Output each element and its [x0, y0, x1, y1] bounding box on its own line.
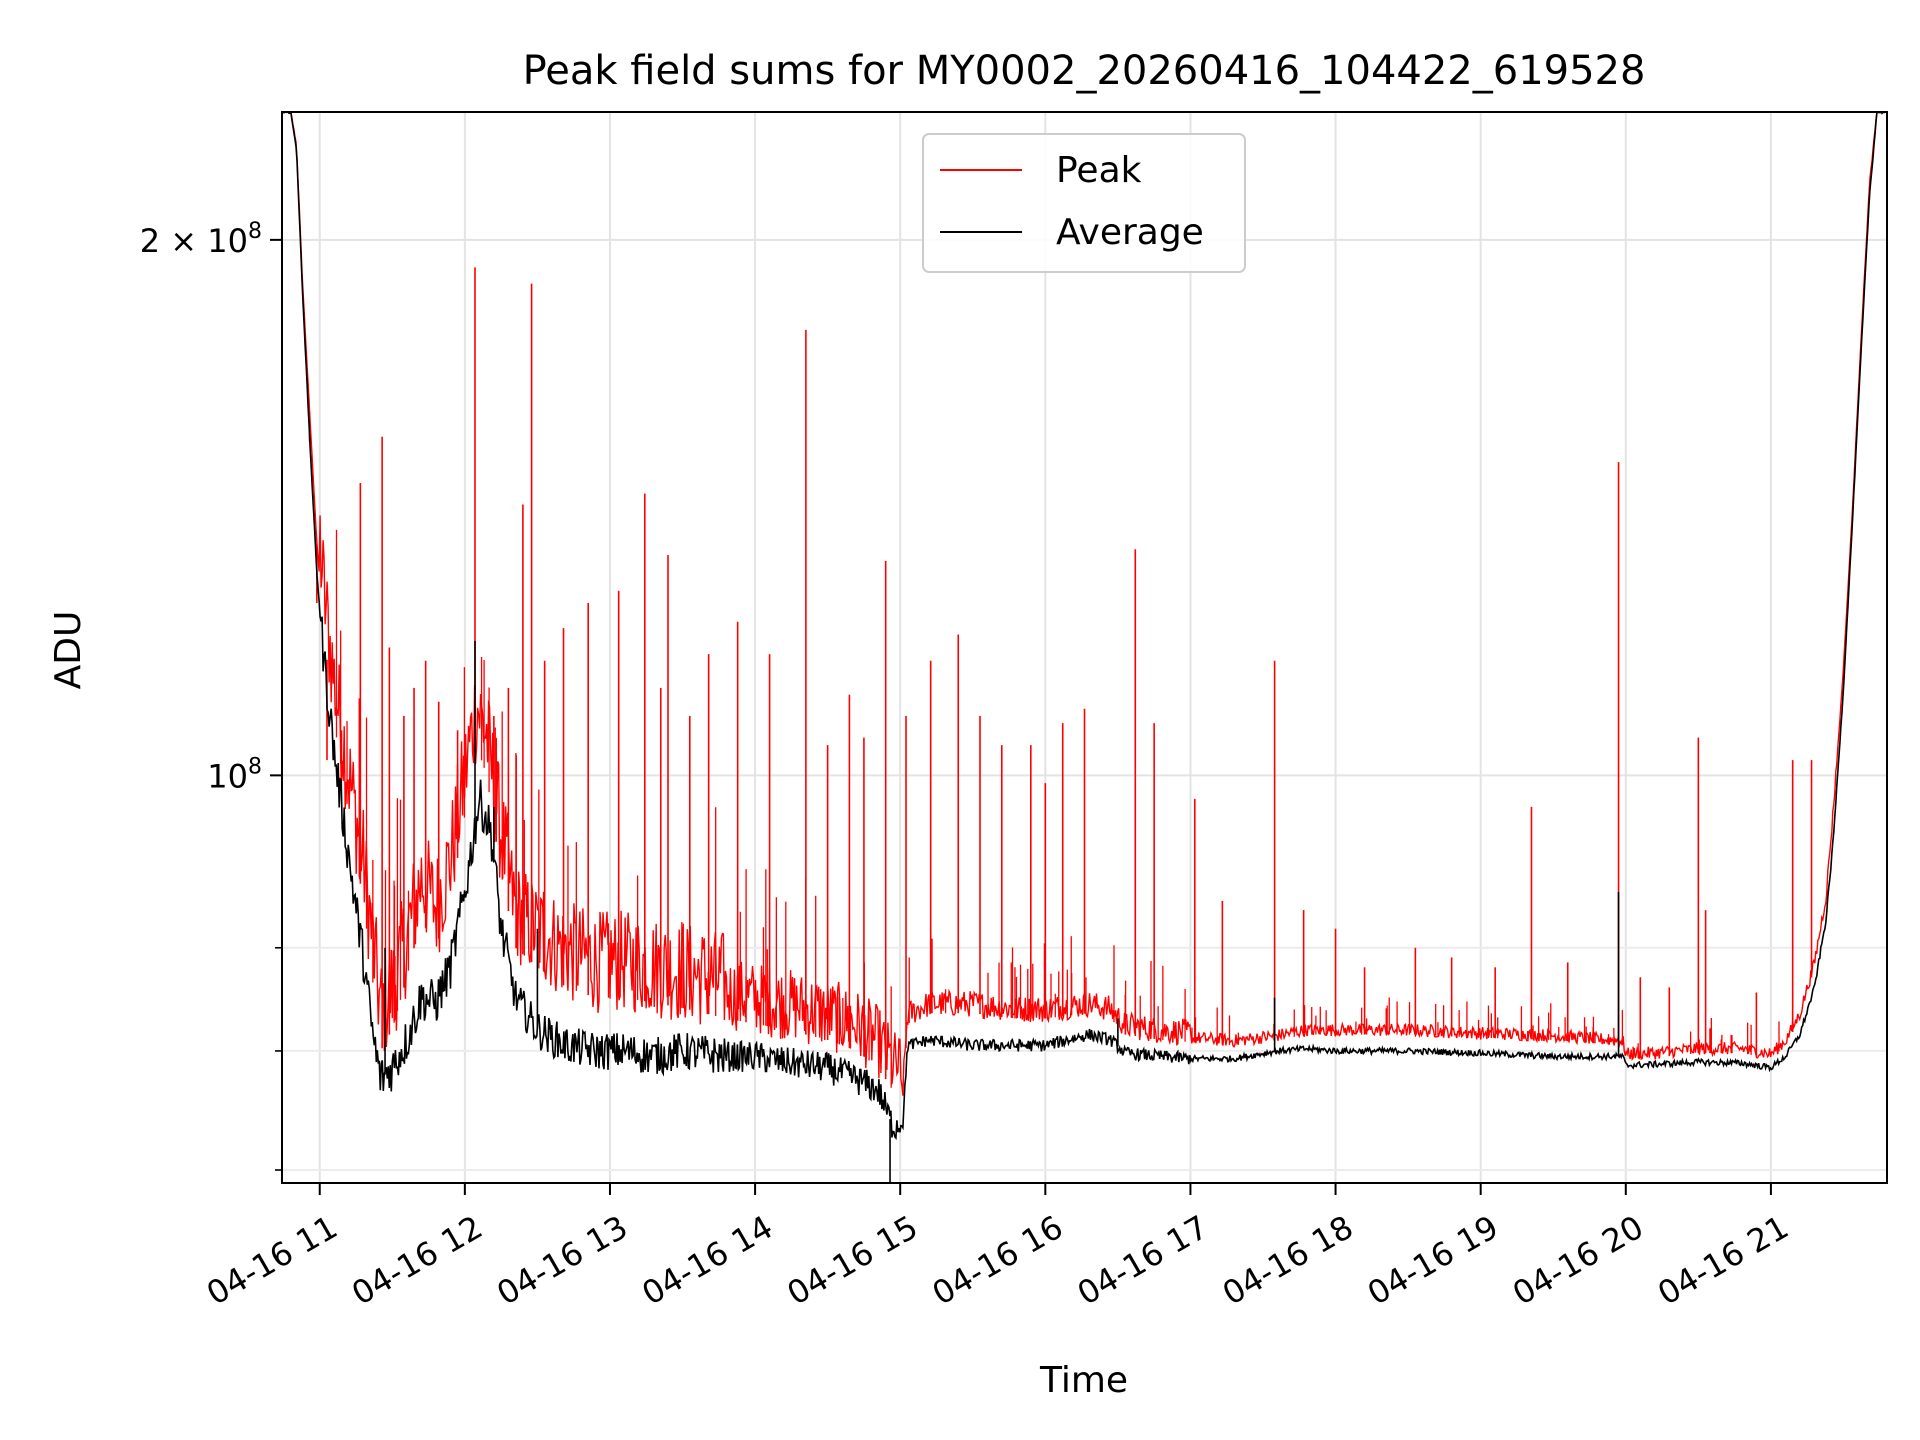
plot-area	[282, 112, 1887, 1183]
y-axis: 108 2 × 108	[140, 219, 282, 1171]
plot-frame	[281, 111, 1888, 1184]
y-tick-label: 2 × 108	[140, 219, 262, 260]
y-axis-label: ADU	[48, 611, 89, 690]
chart-title: Peak field sums for MY0002_20260416_1044…	[523, 48, 1646, 94]
legend-box	[922, 133, 1246, 273]
x-axis-label: Time	[1039, 1360, 1128, 1401]
y-tick-label: 108	[207, 754, 262, 795]
legend-label-peak: Peak	[1056, 150, 1142, 191]
legend: Peak Average	[922, 133, 1246, 273]
legend-label-average: Average	[1056, 212, 1204, 253]
series-line-average	[282, 112, 1887, 1140]
